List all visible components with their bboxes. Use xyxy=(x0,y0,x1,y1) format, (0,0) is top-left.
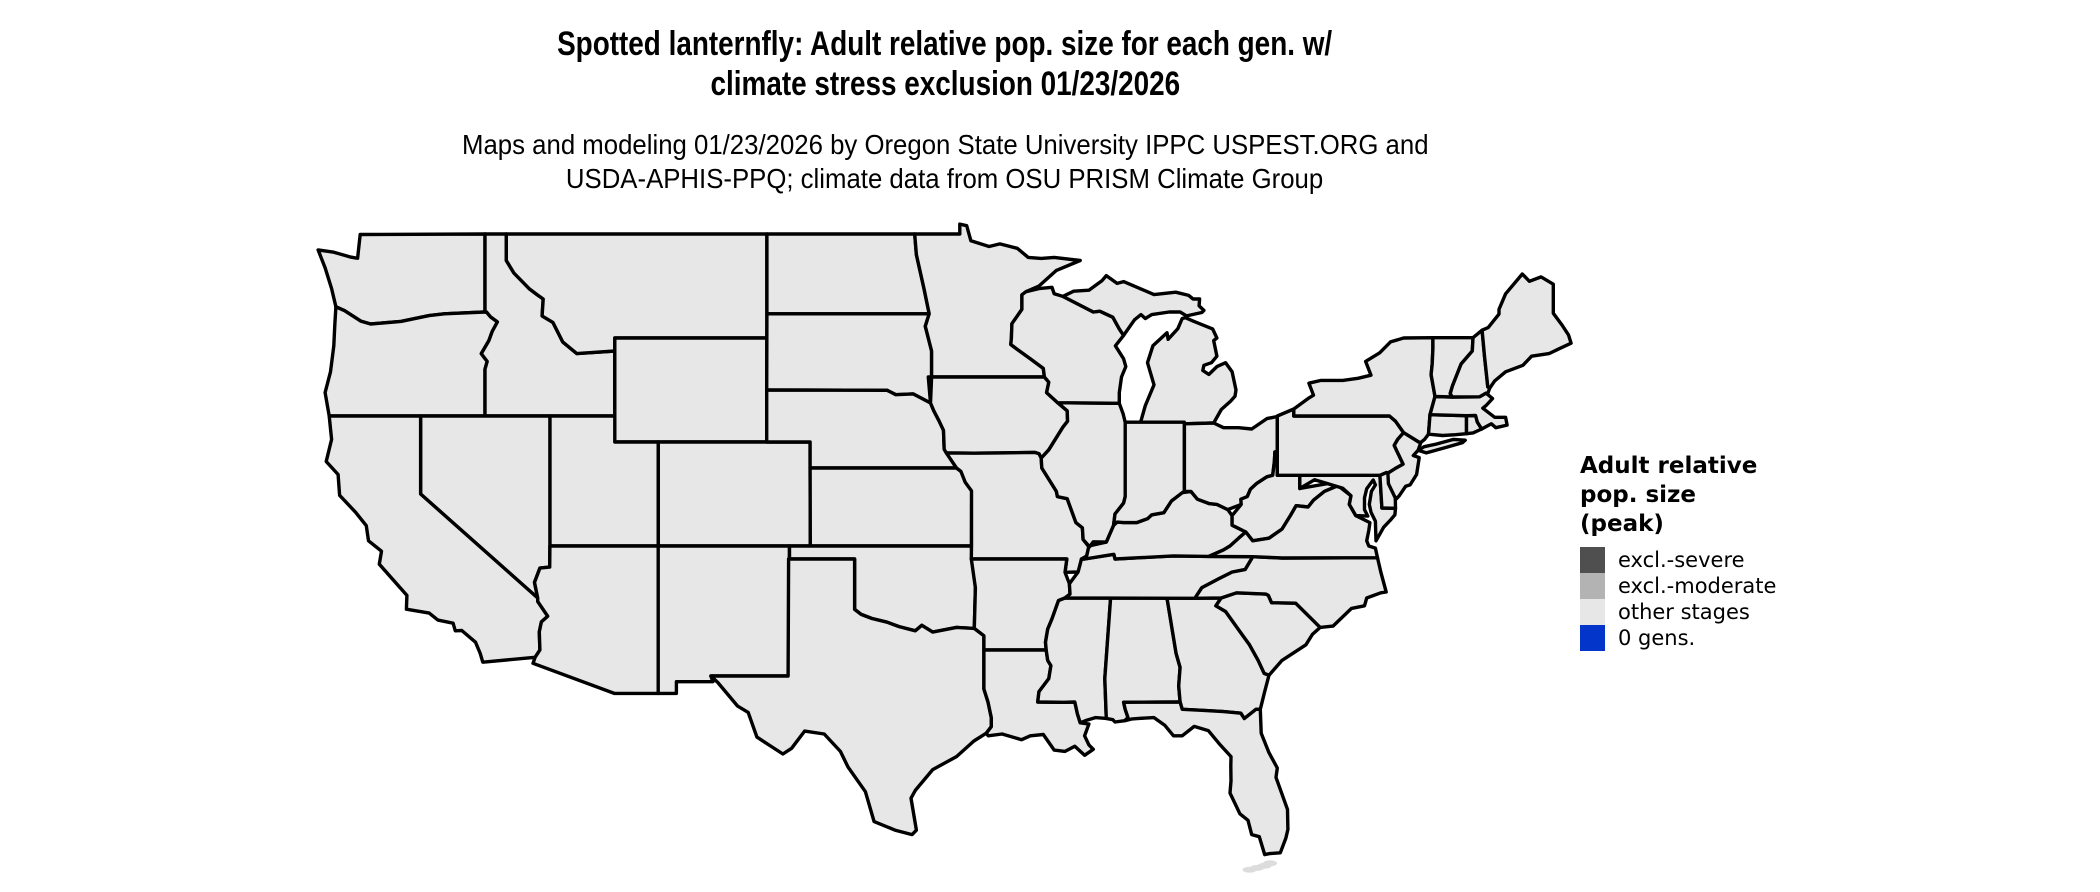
legend-item-label: excl.-severe xyxy=(1618,548,1745,572)
state-nd xyxy=(765,232,931,316)
state-wy xyxy=(613,336,769,444)
legend-title-line2: pop. size xyxy=(1580,482,1697,508)
legend-item: excl.-severe xyxy=(1580,547,1776,573)
legend-swatch-excl-moderate xyxy=(1580,573,1605,599)
state-me xyxy=(1480,272,1573,390)
state-md xyxy=(1298,473,1398,543)
map-subtitle-line2-text: USDA-APHIS-PPQ; climate data from OSU PR… xyxy=(566,163,1324,194)
legend-item-label: excl.-moderate xyxy=(1618,574,1777,598)
state-ms xyxy=(1035,596,1113,725)
legend-swatch-0-gens- xyxy=(1580,625,1605,651)
legend-swatch-excl-severe xyxy=(1580,547,1605,573)
state-mi_lp xyxy=(1138,316,1238,426)
state-tx xyxy=(709,557,993,837)
legend-title-line3: (peak) xyxy=(1580,511,1664,537)
header: Spotted lanternfly: Adult relative pop. … xyxy=(0,0,1890,196)
state-va xyxy=(1206,484,1380,560)
map-title-line2: climate stress exclusion 01/23/2026 xyxy=(0,64,1890,104)
state-ct xyxy=(1426,413,1469,438)
legend: Adult relative pop. size (peak) excl.-se… xyxy=(1580,452,1776,651)
map-subtitle-line1: Maps and modeling 01/23/2026 by Oregon S… xyxy=(0,128,1890,162)
state-az xyxy=(531,544,660,696)
legend-title: Adult relative pop. size (peak) xyxy=(1580,452,1776,539)
legend-item: other stages xyxy=(1580,599,1776,625)
map-subtitle-line1-text: Maps and modeling 01/23/2026 by Oregon S… xyxy=(461,129,1429,160)
legend-title-line1: Adult relative xyxy=(1580,453,1758,479)
map-title-line2-text: climate stress exclusion 01/23/2026 xyxy=(710,65,1180,103)
legend-item: excl.-moderate xyxy=(1580,573,1776,599)
state-pa xyxy=(1275,407,1406,477)
map-title-line1: Spotted lanternfly: Adult relative pop. … xyxy=(0,24,1890,64)
state-nm xyxy=(656,544,792,696)
state-li xyxy=(1416,437,1467,455)
state-ks xyxy=(808,466,974,548)
legend-item: 0 gens. xyxy=(1580,625,1776,651)
map-subtitle-line2: USDA-APHIS-PPQ; climate data from OSU PR… xyxy=(0,162,1890,196)
florida-keys-speck xyxy=(1263,860,1278,867)
state-fl xyxy=(1121,700,1290,857)
state-co xyxy=(656,440,812,548)
legend-items: excl.-severe excl.-moderate other stages 0 … xyxy=(1580,547,1776,651)
state-or xyxy=(323,305,500,418)
legend-item-label: 0 gens. xyxy=(1618,626,1696,650)
legend-swatch-other-stages xyxy=(1580,599,1605,625)
state-wi xyxy=(1009,285,1128,405)
legend-item-label: other stages xyxy=(1618,600,1750,624)
state-mi_up xyxy=(1061,273,1206,338)
map-title-line1-text: Spotted lanternfly: Adult relative pop. … xyxy=(557,25,1333,63)
map-subtitle: Maps and modeling 01/23/2026 by Oregon S… xyxy=(0,128,1890,196)
